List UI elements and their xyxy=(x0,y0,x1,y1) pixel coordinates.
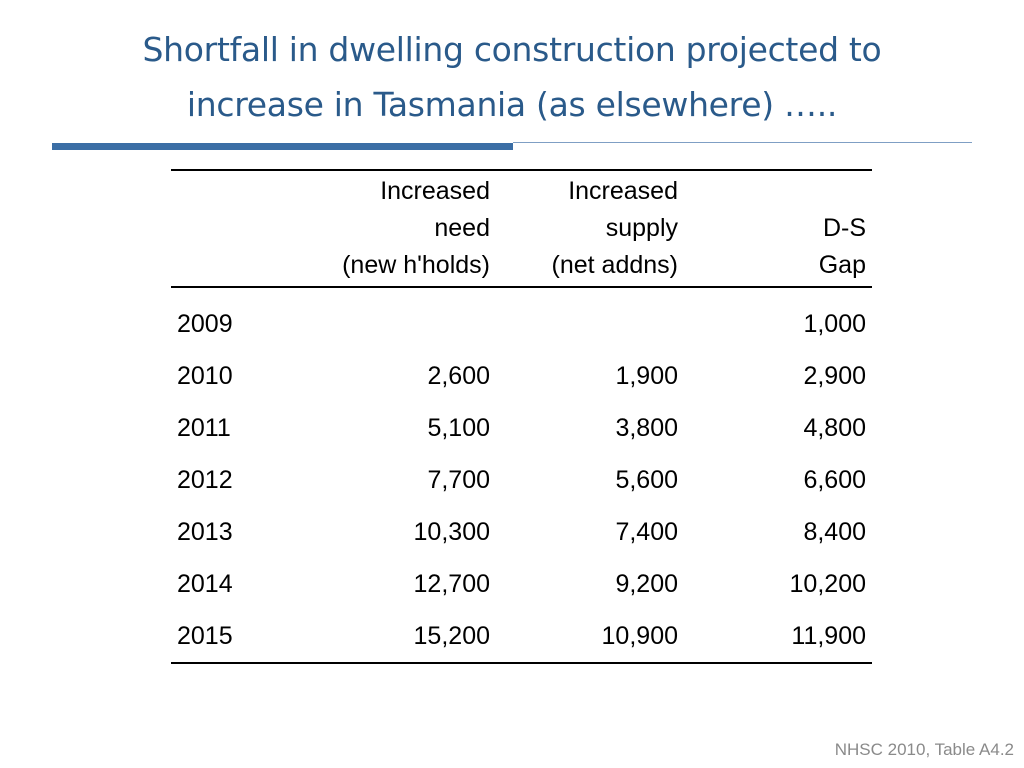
cell-year: 2012 xyxy=(177,466,233,494)
cell-year: 2015 xyxy=(171,610,303,664)
header-supply-line-2: supply xyxy=(605,214,678,242)
title-underline-accent xyxy=(52,143,513,150)
cell-gap: 10,200 xyxy=(789,570,866,598)
table-header-row: Increased need (new h'holds) Increased s… xyxy=(171,171,872,288)
cell-year: 2011 xyxy=(177,414,231,442)
header-need-line-1: Increased xyxy=(380,177,490,205)
cell-year: 2014 xyxy=(177,570,233,598)
cell-supply: 5,600 xyxy=(615,466,678,494)
cell-need: 12,700 xyxy=(413,570,490,598)
cell-supply: 7,400 xyxy=(615,518,678,546)
header-supply-line-3: (net addns) xyxy=(551,251,678,279)
cell-gap: 2,900 xyxy=(803,362,866,390)
table-row: 2013 10,300 7,400 8,400 xyxy=(171,506,872,558)
header-year xyxy=(171,171,303,288)
cell-supply: 3,800 xyxy=(615,414,678,442)
cell-supply xyxy=(496,287,684,350)
data-table-container: Increased need (new h'holds) Increased s… xyxy=(171,169,872,664)
header-gap-line-2: Gap xyxy=(818,251,866,279)
slide-title-line-2: increase in Tasmania (as elsewhere) ….. xyxy=(186,85,838,124)
header-ds-gap: D-S Gap xyxy=(684,171,872,288)
cell-need: 10,300 xyxy=(413,518,490,546)
source-citation: NHSC 2010, Table A4.2 xyxy=(834,740,1014,759)
header-increased-supply: Increased supply (net addns) xyxy=(496,171,684,288)
header-increased-need: Increased need (new h'holds) xyxy=(303,171,496,288)
header-gap-line-1: D-S xyxy=(822,214,866,242)
cell-gap: 1,000 xyxy=(803,310,866,338)
table-row: 2015 15,200 10,900 11,900 xyxy=(171,610,872,664)
table-top-border xyxy=(171,169,872,171)
table-row: 2014 12,700 9,200 10,200 xyxy=(171,558,872,610)
cell-gap: 8,400 xyxy=(803,518,866,546)
cell-need: 5,100 xyxy=(427,414,490,442)
slide-title: Shortfall in dwelling construction proje… xyxy=(40,22,984,132)
slide-title-line-1: Shortfall in dwelling construction proje… xyxy=(142,30,882,69)
cell-need: 15,200 xyxy=(303,610,496,664)
cell-supply: 9,200 xyxy=(615,570,678,598)
cell-year: 2013 xyxy=(177,518,233,546)
cell-supply: 10,900 xyxy=(496,610,684,664)
header-supply-line-1: Increased xyxy=(568,177,678,205)
cell-gap: 6,600 xyxy=(803,466,866,494)
cell-year: 2010 xyxy=(177,362,233,390)
cell-gap: 4,800 xyxy=(803,414,866,442)
table-row: 2012 7,700 5,600 6,600 xyxy=(171,454,872,506)
dwelling-shortfall-table: Increased need (new h'holds) Increased s… xyxy=(171,171,872,664)
table-row: 2011 5,100 3,800 4,800 xyxy=(171,402,872,454)
cell-supply: 1,900 xyxy=(615,362,678,390)
header-need-line-3: (new h'holds) xyxy=(342,251,490,279)
cell-gap: 11,900 xyxy=(684,610,872,664)
title-underline-thin xyxy=(513,142,972,143)
cell-year: 2009 xyxy=(177,310,233,338)
table-row: 2009 1,000 xyxy=(171,287,872,350)
cell-need: 2,600 xyxy=(427,362,490,390)
header-need-line-2: need xyxy=(434,214,490,242)
cell-need: 7,700 xyxy=(427,466,490,494)
cell-need xyxy=(303,287,496,350)
table-row: 2010 2,600 1,900 2,900 xyxy=(171,350,872,402)
